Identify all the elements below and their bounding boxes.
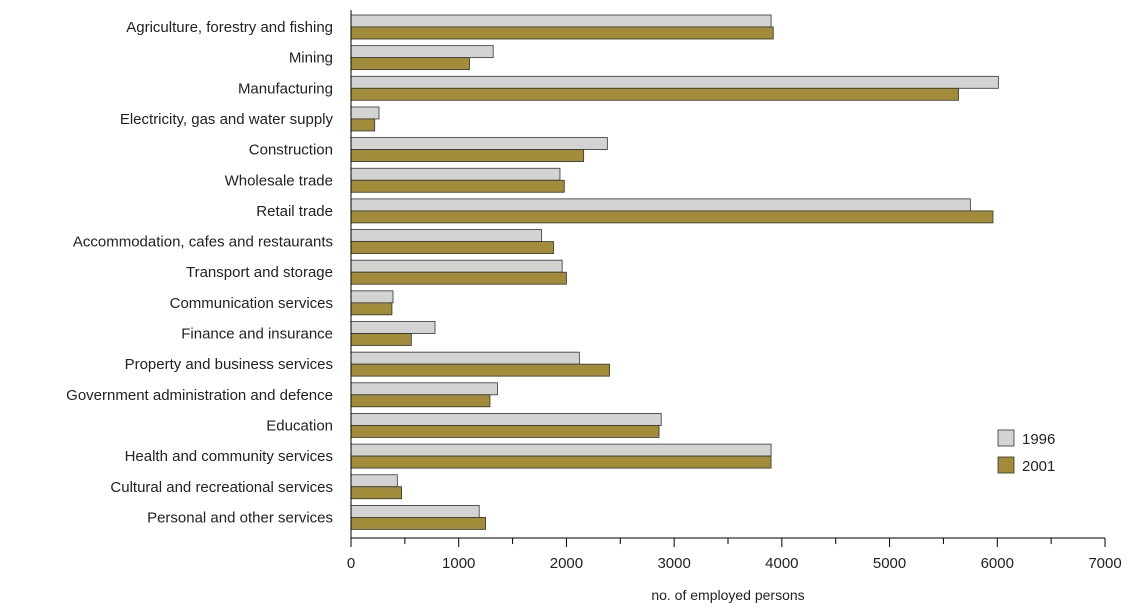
x-tick-label: 5000 [873,555,906,572]
bar-1996-6 [350,198,971,212]
bar-1996-4 [350,137,608,151]
bar-1996-5 [350,167,561,181]
category-label: Retail trade [256,203,333,220]
bar-1996-0 [350,14,772,28]
category-label: Electricity, gas and water supply [120,111,334,128]
category-label: Manufacturing [238,80,333,97]
bar-1996-13 [350,413,662,426]
bar-2001-0 [350,26,774,40]
bar-2001-11 [350,363,610,377]
category-label: Personal and other services [147,509,333,526]
bar-2001-9 [350,302,393,316]
bar-2001-13 [350,425,660,438]
category-label: Finance and insurance [181,326,333,343]
x-tick-label: 3000 [657,555,690,572]
category-label: Wholesale trade [225,172,333,189]
bar-2001-1 [350,57,470,71]
bar-1996-8 [350,259,563,273]
bar-2001-16 [350,517,487,530]
bar-2001-2 [350,87,959,101]
bar-1996-15 [350,474,398,488]
x-axis-title: no. of employed persons [651,587,804,603]
bar-2001-6 [350,210,994,224]
bar-1996-11 [350,351,580,365]
category-label: Transport and storage [186,264,333,281]
category-label: Health and community services [125,448,333,465]
category-label: Property and business services [125,356,333,373]
bar-1996-1 [350,45,494,59]
legend-label-1996: 1996 [1022,431,1055,448]
bar-2001-8 [350,271,567,285]
bar-1996-9 [350,290,394,304]
category-labels: Agriculture, forestry and fishing Mining M… [66,19,333,526]
x-tick-label: 0 [347,555,355,572]
bar-2001-5 [350,179,565,193]
bar-2001-10 [350,333,412,346]
bar-1996-12 [350,382,498,396]
category-label: Mining [289,50,333,67]
x-tick-label: 6000 [981,555,1014,572]
category-label: Government administration and defence [66,387,333,404]
bar-1996-14 [350,443,772,457]
x-tick-label: 4000 [765,555,798,572]
bar-2001-7 [350,241,554,254]
category-label: Cultural and recreational services [110,479,333,496]
bar-1996-10 [350,321,436,334]
category-label: Accommodation, cafes and restaurants [73,234,333,251]
category-label: Construction [249,142,333,159]
bar-1996-2 [350,75,999,89]
bar-2001-15 [350,486,403,500]
legend-label-2001: 2001 [1022,458,1055,475]
bar-1996-7 [350,229,543,242]
bar-1996-16 [350,504,480,518]
bars-group [350,14,999,530]
category-label: Communication services [170,295,333,312]
x-tick-label: 7000 [1088,555,1121,572]
x-ticks: 0 1000 2000 3000 4000 5000 6000 7000 [347,538,1122,572]
x-tick-label: 1000 [442,555,475,572]
category-label: Education [266,417,333,434]
bar-1996-3 [350,106,380,120]
legend-swatch-2001 [997,456,1015,474]
bar-2001-14 [350,455,772,469]
bar-2001-12 [350,394,491,408]
x-tick-label: 2000 [550,555,583,572]
category-label: Agriculture, forestry and fishing [126,19,333,36]
legend: 1996 2001 [997,429,1055,475]
bar-2001-4 [350,149,585,163]
bar-2001-3 [350,118,376,132]
legend-swatch-1996 [997,429,1015,447]
